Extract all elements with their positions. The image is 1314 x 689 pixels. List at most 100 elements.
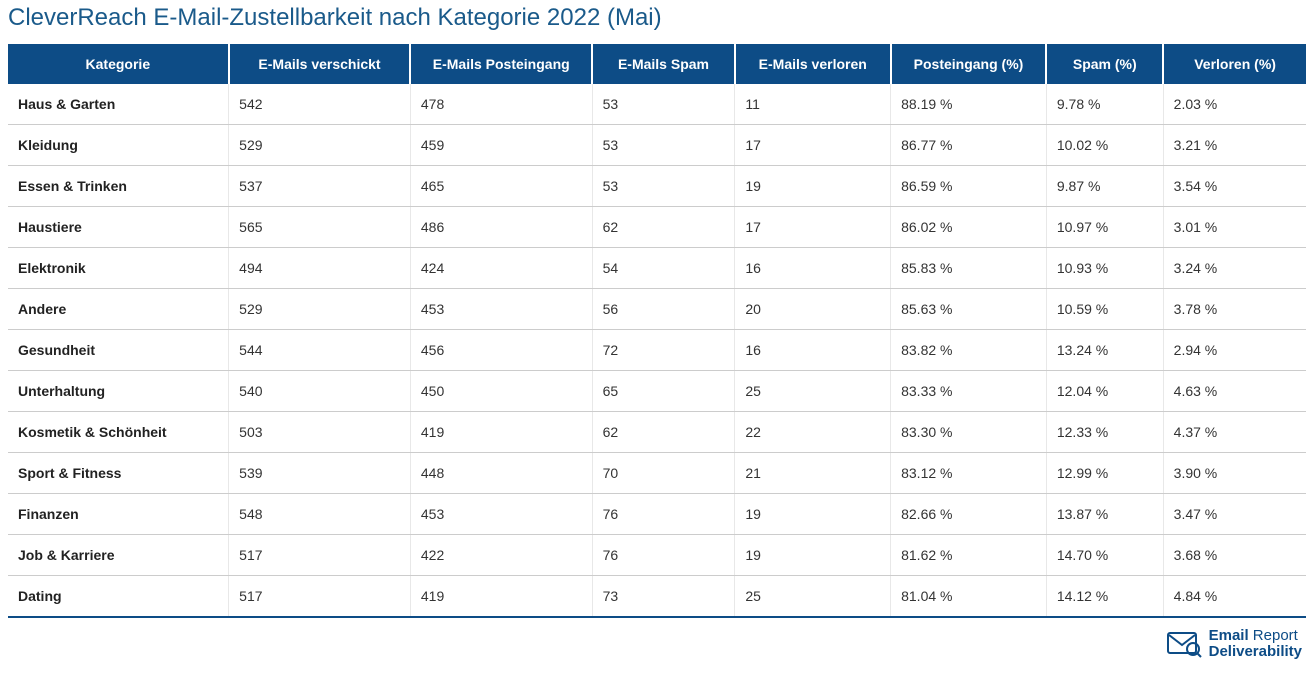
table-cell: 20 xyxy=(735,289,891,330)
table-cell: 419 xyxy=(410,576,592,618)
table-cell: 12.04 % xyxy=(1046,371,1163,412)
table-row: Elektronik494424541685.83 %10.93 %3.24 % xyxy=(8,248,1306,289)
table-cell: 14.70 % xyxy=(1046,535,1163,576)
table-cell: 53 xyxy=(592,125,735,166)
table-cell: 62 xyxy=(592,207,735,248)
col-header[interactable]: Spam (%) xyxy=(1046,44,1163,84)
table-cell: 2.94 % xyxy=(1163,330,1306,371)
table-cell: 456 xyxy=(410,330,592,371)
table-row: Essen & Trinken537465531986.59 %9.87 %3.… xyxy=(8,166,1306,207)
table-cell: 72 xyxy=(592,330,735,371)
table-cell: 465 xyxy=(410,166,592,207)
table-cell: 16 xyxy=(735,248,891,289)
table-cell: 14.12 % xyxy=(1046,576,1163,618)
table-cell: 19 xyxy=(735,166,891,207)
table-cell: 85.63 % xyxy=(891,289,1047,330)
envelope-icon xyxy=(1167,629,1203,659)
table-cell: 9.78 % xyxy=(1046,84,1163,125)
table-cell: Kleidung xyxy=(8,125,229,166)
table-cell: Unterhaltung xyxy=(8,371,229,412)
table-cell: Finanzen xyxy=(8,494,229,535)
table-cell: 424 xyxy=(410,248,592,289)
table-row: Dating517419732581.04 %14.12 %4.84 % xyxy=(8,576,1306,618)
table-cell: 62 xyxy=(592,412,735,453)
table-cell: 19 xyxy=(735,494,891,535)
table-cell: 86.02 % xyxy=(891,207,1047,248)
table-body: Haus & Garten542478531188.19 %9.78 %2.03… xyxy=(8,84,1306,617)
table-cell: 4.84 % xyxy=(1163,576,1306,618)
col-header[interactable]: E-Mails Posteingang xyxy=(410,44,592,84)
table-cell: 544 xyxy=(229,330,411,371)
table-cell: 3.21 % xyxy=(1163,125,1306,166)
table-cell: 539 xyxy=(229,453,411,494)
table-cell: 82.66 % xyxy=(891,494,1047,535)
table-cell: 86.77 % xyxy=(891,125,1047,166)
table-cell: 459 xyxy=(410,125,592,166)
table-cell: 10.02 % xyxy=(1046,125,1163,166)
table-cell: Andere xyxy=(8,289,229,330)
table-row: Kosmetik & Schönheit503419622283.30 %12.… xyxy=(8,412,1306,453)
table-cell: 422 xyxy=(410,535,592,576)
page-title: CleverReach E-Mail-Zustellbarkeit nach K… xyxy=(8,0,1306,44)
table-cell: Sport & Fitness xyxy=(8,453,229,494)
footer-logo: Email Report Deliverability xyxy=(8,618,1306,660)
table-cell: 9.87 % xyxy=(1046,166,1163,207)
table-cell: 10.97 % xyxy=(1046,207,1163,248)
table-cell: 54 xyxy=(592,248,735,289)
table-row: Gesundheit544456721683.82 %13.24 %2.94 % xyxy=(8,330,1306,371)
table-cell: 83.30 % xyxy=(891,412,1047,453)
table-cell: 3.24 % xyxy=(1163,248,1306,289)
table-header-row: Kategorie E-Mails verschickt E-Mails Pos… xyxy=(8,44,1306,84)
table-cell: 453 xyxy=(410,289,592,330)
table-cell: 81.04 % xyxy=(891,576,1047,618)
table-cell: 85.83 % xyxy=(891,248,1047,289)
table-cell: Haustiere xyxy=(8,207,229,248)
table-cell: 548 xyxy=(229,494,411,535)
table-cell: 53 xyxy=(592,84,735,125)
table-cell: 3.78 % xyxy=(1163,289,1306,330)
table-cell: 65 xyxy=(592,371,735,412)
table-cell: 11 xyxy=(735,84,891,125)
table-cell: 517 xyxy=(229,535,411,576)
table-cell: 4.37 % xyxy=(1163,412,1306,453)
table-row: Finanzen548453761982.66 %13.87 %3.47 % xyxy=(8,494,1306,535)
table-cell: 10.59 % xyxy=(1046,289,1163,330)
table-cell: 565 xyxy=(229,207,411,248)
col-header[interactable]: Kategorie xyxy=(8,44,229,84)
table-cell: 53 xyxy=(592,166,735,207)
col-header[interactable]: Verloren (%) xyxy=(1163,44,1306,84)
table-cell: Dating xyxy=(8,576,229,618)
table-cell: 537 xyxy=(229,166,411,207)
table-cell: 12.33 % xyxy=(1046,412,1163,453)
table-cell: 486 xyxy=(410,207,592,248)
table-cell: 3.01 % xyxy=(1163,207,1306,248)
table-cell: 529 xyxy=(229,125,411,166)
table-row: Unterhaltung540450652583.33 %12.04 %4.63… xyxy=(8,371,1306,412)
table-row: Andere529453562085.63 %10.59 %3.78 % xyxy=(8,289,1306,330)
table-cell: 70 xyxy=(592,453,735,494)
table-row: Sport & Fitness539448702183.12 %12.99 %3… xyxy=(8,453,1306,494)
table-cell: 56 xyxy=(592,289,735,330)
col-header[interactable]: Posteingang (%) xyxy=(891,44,1047,84)
table-cell: 3.47 % xyxy=(1163,494,1306,535)
table-cell: 73 xyxy=(592,576,735,618)
table-cell: 81.62 % xyxy=(891,535,1047,576)
col-header[interactable]: E-Mails verschickt xyxy=(229,44,411,84)
table-row: Job & Karriere517422761981.62 %14.70 %3.… xyxy=(8,535,1306,576)
col-header[interactable]: E-Mails verloren xyxy=(735,44,891,84)
table-cell: 450 xyxy=(410,371,592,412)
table-cell: 12.99 % xyxy=(1046,453,1163,494)
table-cell: 542 xyxy=(229,84,411,125)
table-cell: 3.68 % xyxy=(1163,535,1306,576)
logo-line2: Deliverability xyxy=(1209,644,1302,660)
table-cell: 83.82 % xyxy=(891,330,1047,371)
table-cell: 3.90 % xyxy=(1163,453,1306,494)
table-cell: 13.24 % xyxy=(1046,330,1163,371)
table-cell: 478 xyxy=(410,84,592,125)
col-header[interactable]: E-Mails Spam xyxy=(592,44,735,84)
table-cell: 3.54 % xyxy=(1163,166,1306,207)
table-cell: 494 xyxy=(229,248,411,289)
table-cell: 503 xyxy=(229,412,411,453)
logo-line1: Email Report xyxy=(1209,628,1302,644)
table-cell: 540 xyxy=(229,371,411,412)
